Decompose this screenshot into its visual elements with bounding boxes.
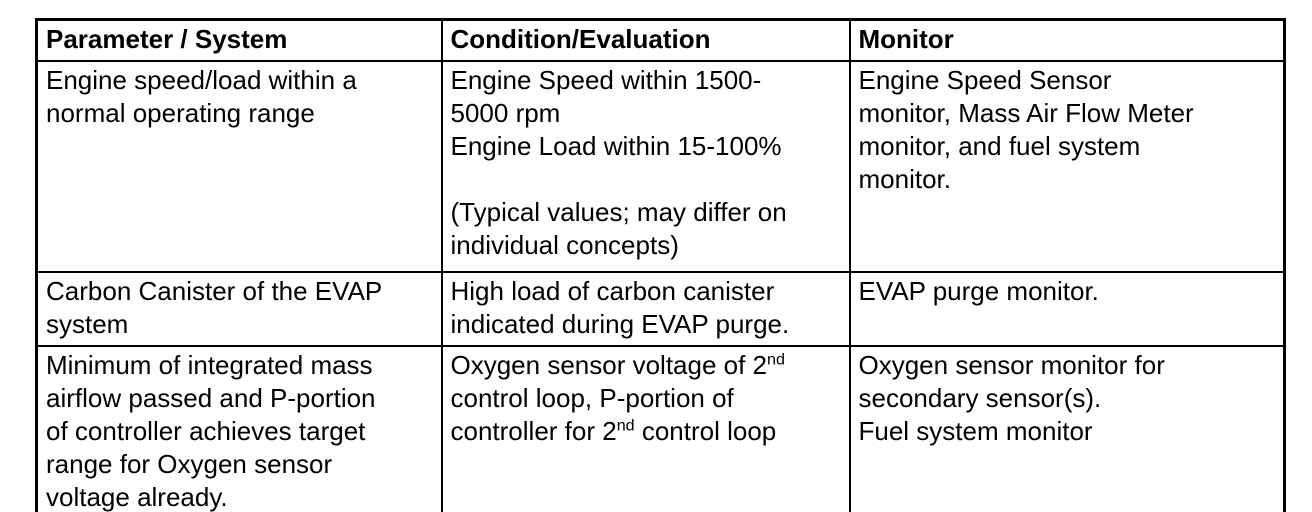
- column-header-monitor: Monitor: [848, 18, 1286, 62]
- table-row: Minimum of integrated mass airflow passe…: [35, 345, 1286, 512]
- parameter-monitor-table: Parameter / System Condition/Evaluation …: [35, 18, 1286, 512]
- condition-line-1: Oxygen sensor voltage of 2nd: [451, 349, 845, 382]
- superscript-ordinal: nd: [616, 416, 635, 435]
- cell-parameter-carbon-canister: Carbon Canister of the EVAP system: [35, 271, 443, 347]
- table-header-row: Parameter / System Condition/Evaluation …: [35, 18, 1286, 62]
- cell-parameter-mass-airflow: Minimum of integrated mass airflow passe…: [35, 345, 443, 512]
- column-header-condition-evaluation: Condition/Evaluation: [440, 18, 851, 62]
- cell-condition-engine-speed-load: Engine Speed within 1500- 5000 rpm Engin…: [440, 60, 851, 273]
- cell-monitor-carbon-canister: EVAP purge monitor.: [848, 271, 1286, 347]
- table-row: Carbon Canister of the EVAP system High …: [35, 271, 1286, 347]
- cell-monitor-engine-speed-load: Engine Speed Sensor monitor, Mass Air Fl…: [848, 60, 1286, 273]
- condition-line-3-tail: control loop: [634, 416, 777, 446]
- condition-line-3-text: controller for 2: [450, 416, 617, 446]
- cell-condition-oxygen-sensor: Oxygen sensor voltage of 2nd control loo…: [440, 345, 851, 512]
- cell-condition-carbon-canister: High load of carbon canister indicated d…: [440, 271, 851, 347]
- cell-monitor-oxygen-sensor: Oxygen sensor monitor for secondary sens…: [848, 345, 1286, 512]
- superscript-ordinal: nd: [767, 350, 785, 369]
- condition-line-2: control loop, P-portion of: [450, 383, 734, 413]
- table-row: Engine speed/load within a normal operat…: [35, 60, 1286, 273]
- column-header-parameter-system: Parameter / System: [35, 18, 443, 62]
- cell-parameter-engine-speed-load: Engine speed/load within a normal operat…: [35, 60, 443, 273]
- condition-line-3: controller for 2nd control loop: [451, 415, 845, 448]
- condition-line-1-text: Oxygen sensor voltage of 2: [450, 350, 768, 380]
